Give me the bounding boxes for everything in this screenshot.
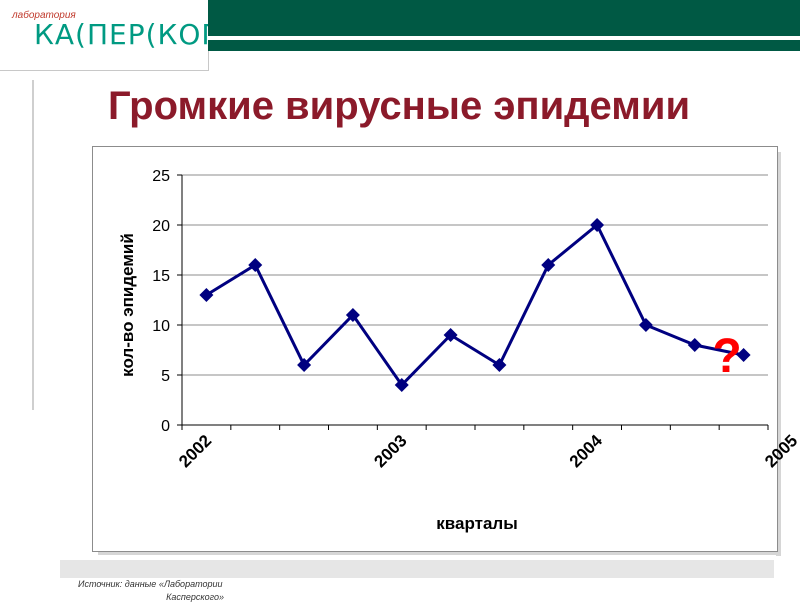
source-line-1: Источник: данные «Лаборатории xyxy=(78,579,223,589)
logo-small-text: лаборатория xyxy=(12,10,76,21)
source-line-2: Касперского» xyxy=(166,592,224,602)
axes xyxy=(177,174,769,430)
data-point xyxy=(443,328,458,342)
y-tick-label: 10 xyxy=(152,318,170,335)
data-markers xyxy=(199,218,751,392)
logo-main-text: КА(ПЕР(КОГО xyxy=(34,18,243,51)
chart-shadow-right xyxy=(776,152,781,556)
data-point xyxy=(297,358,312,372)
x-axis-label: кварталы xyxy=(436,514,517,533)
series-line xyxy=(205,222,744,388)
y-tick-label: 5 xyxy=(161,368,170,385)
logo: лаборатория КА(ПЕР(КОГО xyxy=(0,0,242,71)
header-bar xyxy=(208,0,800,36)
data-point xyxy=(394,378,409,392)
x-tick-label: 2004 xyxy=(566,431,607,472)
data-point xyxy=(248,258,263,272)
data-point xyxy=(638,318,653,332)
x-tick-labels: 2002 2003 2004 2005 xyxy=(175,431,800,472)
data-point xyxy=(345,308,360,322)
data-point xyxy=(687,338,702,352)
y-tick-label: 20 xyxy=(152,218,170,235)
y-tick-labels: 0 5 10 15 20 25 xyxy=(152,168,170,435)
header-bar-lower xyxy=(208,40,800,51)
x-tick-label: 2003 xyxy=(370,431,410,471)
question-annotation: ? xyxy=(712,330,741,383)
y-tick-label: 25 xyxy=(152,168,170,185)
source-note: Источник: данные «Лаборатории Касперског… xyxy=(78,578,224,604)
x-tick-label: 2002 xyxy=(175,431,215,471)
header-divider xyxy=(208,36,800,40)
y-tick-label: 15 xyxy=(152,268,170,285)
x-tick-label: 2005 xyxy=(761,431,800,471)
chart-shadow-bottom xyxy=(98,550,781,555)
y-tick-label: 0 xyxy=(161,418,170,435)
y-axis-label: кол-во эпидемий xyxy=(118,233,137,377)
data-point xyxy=(541,258,556,272)
data-point xyxy=(492,358,507,372)
data-point xyxy=(199,288,214,302)
data-point xyxy=(590,218,605,232)
slide-title: Громкие вирусные эпидемии xyxy=(108,84,691,128)
gridlines xyxy=(182,174,768,376)
bottom-shadow xyxy=(60,560,774,578)
data-point xyxy=(736,348,751,362)
left-shadow xyxy=(32,80,34,410)
